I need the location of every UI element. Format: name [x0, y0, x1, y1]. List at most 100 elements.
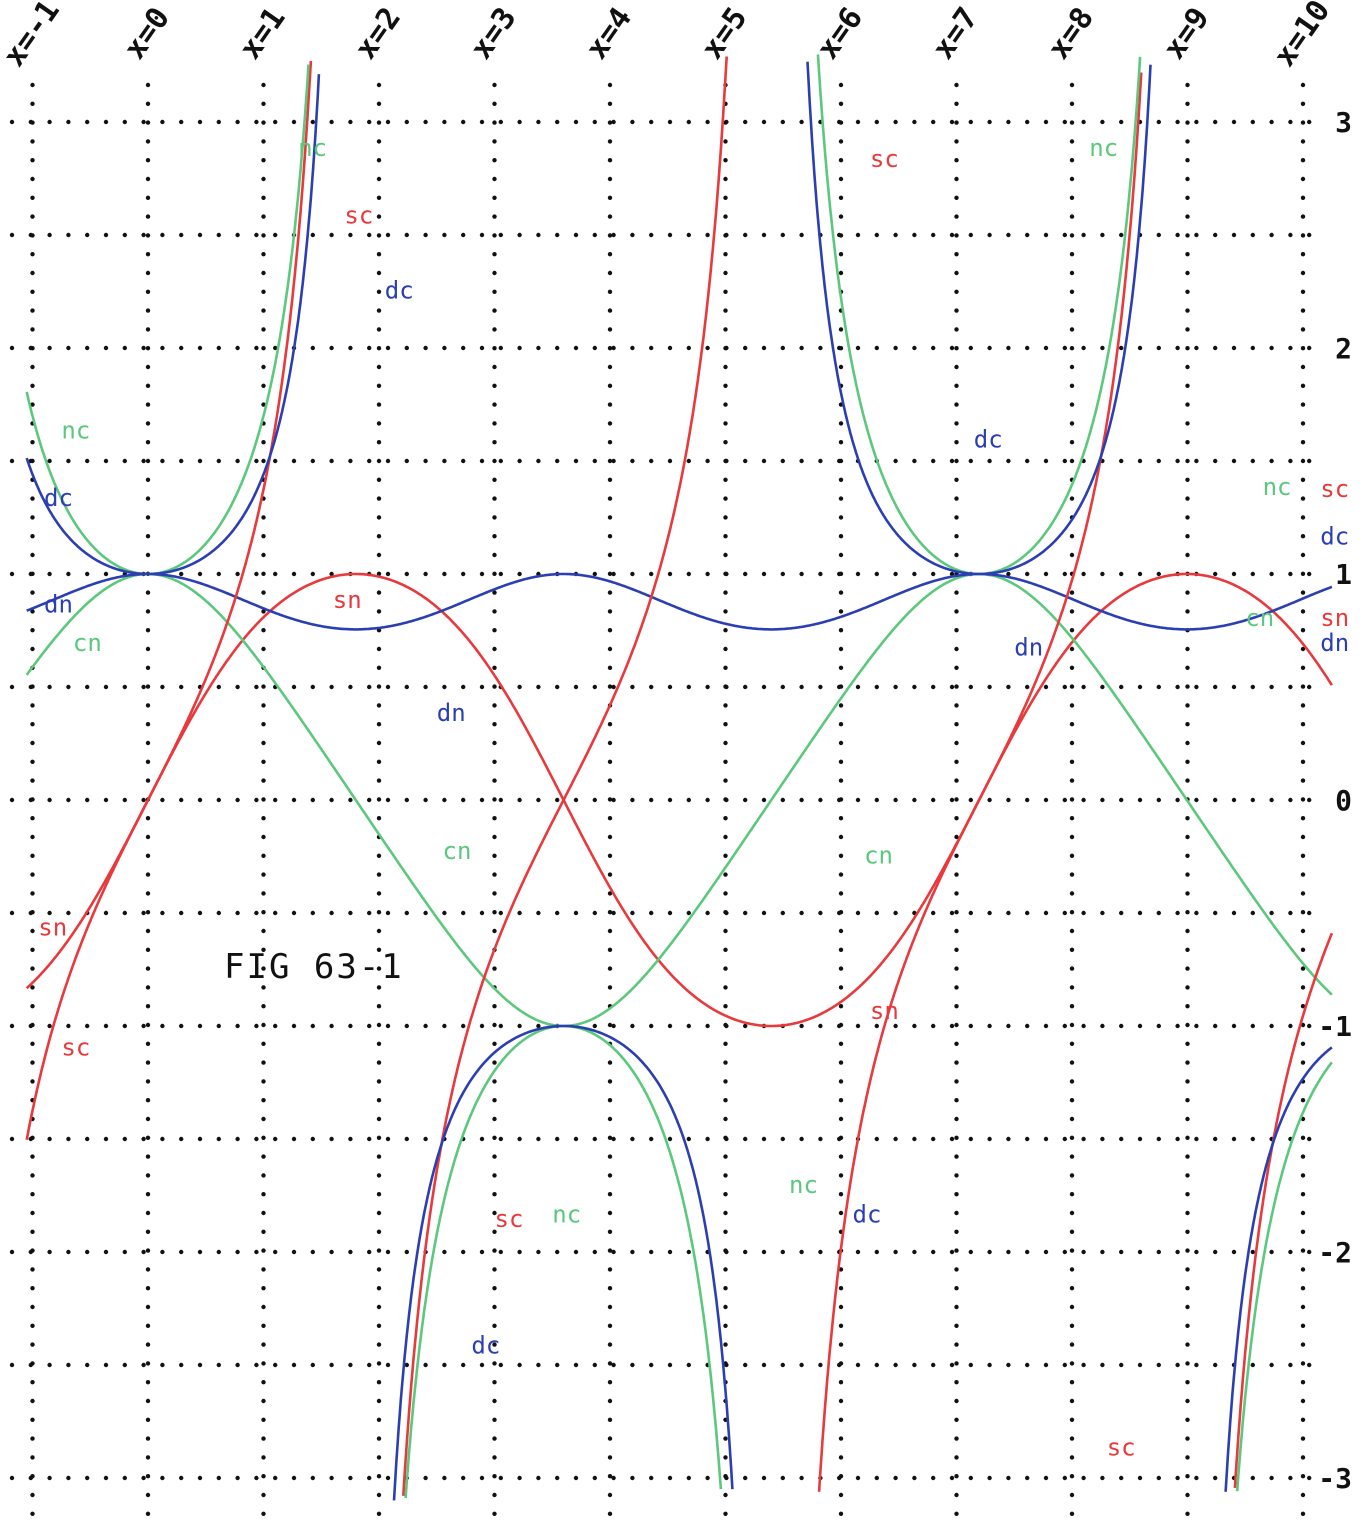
grid-dot	[592, 1249, 597, 1255]
grid-dot	[492, 1361, 497, 1366]
grid-dot	[607, 1022, 613, 1028]
grid-dot	[838, 665, 844, 670]
grid-dot	[1213, 119, 1218, 125]
grid-dot	[1025, 345, 1030, 351]
grid-dot	[954, 346, 959, 351]
grid-dot	[492, 891, 497, 896]
grid-dot	[1185, 176, 1190, 182]
grid-dot	[761, 571, 767, 577]
grid-dot	[724, 119, 729, 125]
grid-dot	[376, 308, 382, 313]
grid-dot	[479, 1475, 485, 1481]
grid-dot	[498, 797, 503, 803]
grid-dot	[649, 345, 654, 351]
grid-dot	[954, 1154, 959, 1159]
grid-dot	[261, 1248, 266, 1253]
grid-dot	[1300, 797, 1306, 802]
grid-dot	[1300, 853, 1306, 858]
curve-label-nc: nc	[552, 1201, 581, 1229]
grid-dot	[367, 232, 372, 238]
grid-dot	[145, 1135, 151, 1141]
grid-dot	[723, 139, 728, 144]
grid-dot	[987, 684, 992, 690]
grid-dot	[329, 910, 334, 916]
grid-dot	[954, 985, 959, 990]
grid-dot	[536, 797, 541, 803]
grid-dot	[1185, 778, 1190, 783]
grid-dot	[954, 928, 959, 934]
grid-dot	[1043, 1023, 1049, 1029]
grid-dot	[367, 797, 372, 803]
grid-dot	[723, 1455, 728, 1460]
grid-dot	[28, 119, 33, 125]
grid-dot	[723, 552, 728, 558]
grid-dot	[555, 797, 560, 803]
grid-dot	[235, 458, 240, 464]
grid-dot	[235, 1136, 240, 1142]
grid-dot	[949, 458, 955, 464]
x-tick-label: x=9	[1157, 1, 1217, 65]
grid-dot	[1194, 684, 1199, 690]
grid-dot	[780, 458, 785, 464]
curve-label-sc: sc	[870, 145, 899, 173]
grid-dot	[1231, 119, 1237, 125]
grid-dot	[1213, 1136, 1218, 1142]
grid-dot	[723, 1304, 728, 1310]
grid-dot	[1194, 345, 1199, 351]
grid-dot	[1300, 759, 1306, 764]
grid-dot	[723, 778, 728, 783]
grid-dot	[145, 82, 151, 88]
grid-dot	[723, 1079, 728, 1084]
grid-dot	[1185, 1398, 1190, 1404]
grid-dot	[367, 1136, 372, 1142]
grid-dot	[607, 552, 613, 558]
grid-dot	[949, 119, 955, 125]
x-tick-label: x=-1	[0, 0, 67, 73]
grid-dot	[1156, 1362, 1162, 1368]
grid-dot	[1069, 214, 1075, 219]
grid-dot	[607, 1380, 613, 1385]
grid-dot	[838, 1098, 844, 1103]
grid-dot	[404, 797, 409, 803]
grid-dot	[743, 571, 748, 577]
grid-dot	[931, 1362, 936, 1368]
grid-dot	[743, 910, 748, 916]
grid-dot	[667, 1249, 673, 1255]
grid-dot	[649, 1136, 654, 1142]
grid-dot	[1300, 571, 1306, 576]
grid-dot	[261, 1004, 266, 1009]
grid-dot	[893, 119, 898, 125]
grid-dot	[1185, 590, 1190, 595]
grid-dot	[630, 232, 635, 238]
grid-dot	[179, 571, 184, 577]
grid-dot	[954, 609, 959, 614]
grid-dot	[291, 1475, 297, 1481]
grid-dot	[855, 1023, 861, 1029]
grid-dot	[261, 853, 266, 858]
grid-dot	[1062, 1249, 1068, 1255]
grid-dot	[837, 345, 842, 351]
grid-dot	[667, 458, 673, 464]
grid-dot	[1185, 402, 1190, 407]
grid-dot	[555, 345, 560, 351]
grid-dot	[492, 665, 497, 670]
grid-dot	[66, 232, 71, 238]
grid-dot	[968, 910, 973, 916]
grid-dot	[838, 1173, 844, 1178]
grid-dot	[1300, 139, 1306, 144]
grid-dot	[179, 1023, 184, 1029]
grid-dot	[442, 345, 447, 351]
grid-dot	[607, 853, 613, 858]
grid-dot	[607, 966, 613, 971]
grid-dot	[348, 345, 353, 351]
grid-dot	[743, 797, 748, 803]
grid-dot	[607, 477, 613, 482]
grid-dot	[723, 1229, 728, 1235]
grid-dot	[1231, 1136, 1237, 1142]
grid-dot	[723, 402, 728, 407]
grid-dot	[423, 232, 428, 238]
grid-dot	[145, 1060, 151, 1065]
grid-dot	[954, 1098, 959, 1103]
grid-dot	[573, 1249, 579, 1255]
grid-dot	[103, 345, 109, 351]
